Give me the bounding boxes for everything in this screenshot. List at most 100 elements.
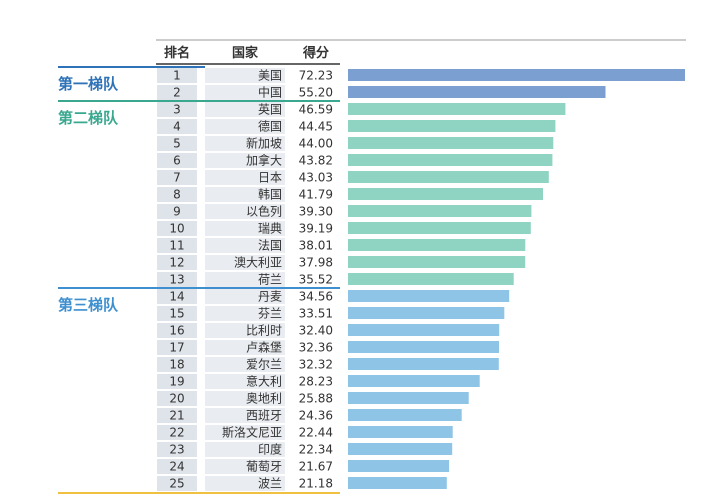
country-label: 中国 <box>258 85 282 100</box>
score-label: 22.34 <box>299 443 333 457</box>
rank-label: 21 <box>169 409 184 423</box>
country-cell <box>205 340 285 355</box>
rank-cell <box>157 170 197 185</box>
country-cell <box>205 323 285 338</box>
country-cell <box>205 306 285 321</box>
score-label: 38.01 <box>299 239 333 253</box>
country-cell <box>205 102 285 117</box>
rank-cell <box>157 289 197 304</box>
score-label: 41.79 <box>299 188 333 202</box>
country-label: 丹麦 <box>258 290 282 304</box>
rank-cell <box>157 187 197 202</box>
country-label: 印度 <box>258 442 282 457</box>
country-label: 奥地利 <box>246 392 282 406</box>
rank-label: 11 <box>169 239 184 253</box>
rank-label: 12 <box>169 256 184 270</box>
country-cell <box>205 476 285 491</box>
bar <box>348 324 500 336</box>
country-cell <box>205 289 285 304</box>
rank-label: 9 <box>173 205 181 219</box>
bar <box>348 188 543 200</box>
score-label: 35.52 <box>299 273 333 287</box>
bar <box>348 392 469 404</box>
country-label: 意大利 <box>246 374 282 389</box>
bar <box>348 426 453 438</box>
score-label: 32.32 <box>299 358 333 372</box>
rank-cell <box>157 238 197 253</box>
rank-cell <box>157 408 197 423</box>
country-cell <box>205 374 285 389</box>
rank-cell <box>157 476 197 491</box>
bar <box>348 477 447 489</box>
rank-cell <box>157 272 197 287</box>
country-label: 韩国 <box>258 187 282 202</box>
country-cell <box>205 238 285 253</box>
country-label: 爱尔兰 <box>246 357 282 372</box>
rank-cell <box>157 357 197 372</box>
score-label: 24.36 <box>299 409 333 423</box>
rank-cell <box>157 459 197 474</box>
country-label: 荷兰 <box>258 273 282 287</box>
bar <box>348 69 685 81</box>
score-label: 43.82 <box>299 154 333 168</box>
rank-cell <box>157 204 197 219</box>
country-cell <box>205 153 285 168</box>
rank-label: 22 <box>169 426 184 440</box>
rank-cell <box>157 85 197 100</box>
rank-cell <box>157 374 197 389</box>
score-label: 22.44 <box>299 426 333 440</box>
rank-label: 20 <box>169 392 184 406</box>
country-cell <box>205 442 285 457</box>
rank-label: 4 <box>173 120 181 134</box>
bar <box>348 341 499 353</box>
country-label: 以色列 <box>246 205 282 219</box>
rank-label: 24 <box>169 460 184 474</box>
rank-cell <box>157 136 197 151</box>
bar <box>348 239 526 251</box>
country-cell <box>205 391 285 406</box>
country-cell <box>205 221 285 236</box>
score-label: 39.19 <box>299 222 333 236</box>
score-label: 55.20 <box>299 86 333 100</box>
bar <box>348 375 480 387</box>
tier-label: 第三梯队 <box>58 296 119 314</box>
score-label: 34.56 <box>299 290 333 304</box>
score-label: 46.59 <box>299 103 333 117</box>
score-label: 44.45 <box>299 120 333 134</box>
country-cell <box>205 272 285 287</box>
rank-cell <box>157 442 197 457</box>
country-cell <box>205 459 285 474</box>
score-label: 21.67 <box>299 460 333 474</box>
country-label: 法国 <box>258 239 282 253</box>
country-label: 英国 <box>258 103 282 117</box>
rank-cell <box>157 425 197 440</box>
rank-cell <box>157 221 197 236</box>
bar <box>348 358 499 370</box>
rank-label: 7 <box>173 171 181 185</box>
rank-label: 19 <box>169 375 184 389</box>
country-cell <box>205 357 285 372</box>
country-label: 斯洛文尼亚 <box>222 425 282 440</box>
rank-label: 1 <box>173 69 181 83</box>
bar <box>348 273 514 285</box>
score-label: 21.18 <box>299 477 333 491</box>
bar <box>348 460 450 472</box>
rank-label: 15 <box>169 307 184 321</box>
table-rows: 1 美国 72.23 2 中国 55.20 3 英国 46.59 4 德国 44.45 5 新加坡 44.0… <box>157 68 333 491</box>
rank-label: 10 <box>169 222 184 236</box>
header-country: 国家 <box>232 45 259 61</box>
score-label: 43.03 <box>299 171 333 185</box>
country-label: 日本 <box>258 171 282 185</box>
country-label: 葡萄牙 <box>246 460 282 474</box>
score-label: 37.98 <box>299 256 333 270</box>
country-label: 瑞典 <box>258 222 282 236</box>
country-cell <box>205 187 285 202</box>
country-cell <box>205 119 285 134</box>
country-cell <box>205 408 285 423</box>
rank-label: 3 <box>173 103 181 117</box>
bar <box>348 290 510 302</box>
tier-label: 第一梯队 <box>58 75 119 93</box>
bar <box>348 205 532 217</box>
country-cell <box>205 68 285 83</box>
